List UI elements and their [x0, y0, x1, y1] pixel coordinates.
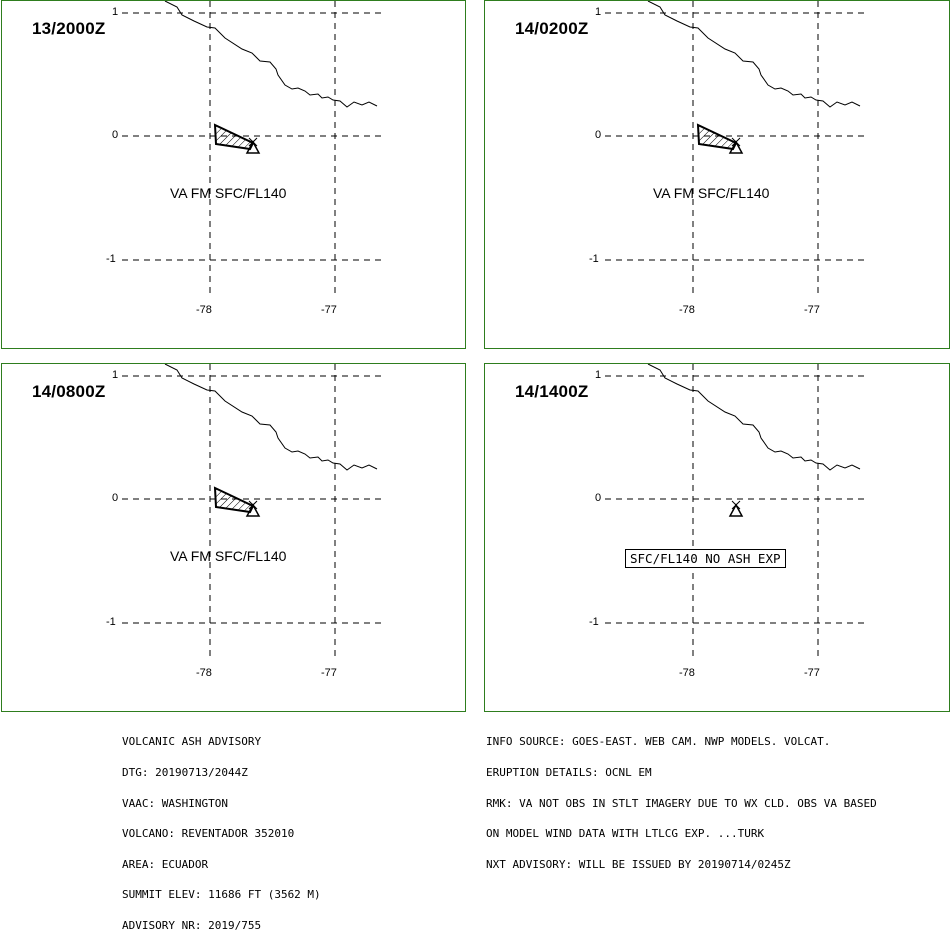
- advisory-line: AREA: ECUADOR: [122, 857, 209, 871]
- forecast-panel-4: 14/1400Z 1 0 -1 -78 -77 SFC/FL140 NO ASH…: [484, 363, 950, 712]
- advisory-line: RMK: VA NOT OBS IN STLT IMAGERY DUE TO W…: [486, 796, 877, 810]
- lon-tick-label: -77: [804, 667, 820, 679]
- advisory-remarks: INFO SOURCE: GOES-EAST. WEB CAM. NWP MOD…: [486, 717, 877, 880]
- ash-cloud-polygon: [213, 486, 255, 514]
- lat-tick-label: -1: [106, 253, 116, 265]
- lon-tick-label: -78: [196, 304, 212, 316]
- map-canvas: [122, 1, 384, 293]
- coastline: [647, 1, 861, 108]
- lat-tick-label: 0: [112, 492, 119, 504]
- lon-tick-label: -77: [804, 304, 820, 316]
- lat-tick-label: 0: [595, 492, 602, 504]
- ash-layer-label: VA FM SFC/FL140: [653, 185, 770, 201]
- advisory-line: ON MODEL WIND DATA WITH LTLCG EXP. ...TU…: [486, 827, 765, 841]
- map-canvas: [122, 364, 384, 656]
- volcano-icon: [245, 500, 261, 517]
- advisory-line: SUMMIT ELEV: 11686 FT (3562 M): [122, 888, 321, 902]
- lon-tick-label: -78: [679, 667, 695, 679]
- lat-tick-label: -1: [106, 616, 116, 628]
- advisory-line: INFO SOURCE: GOES-EAST. WEB CAM. NWP MOD…: [486, 735, 831, 749]
- lat-tick-label: 1: [112, 6, 119, 18]
- forecast-panel-3: 14/0800Z 1 0 -1 -78 -77 VA FM SFC/FL140: [1, 363, 466, 712]
- ash-layer-label: VA FM SFC/FL140: [170, 185, 287, 201]
- forecast-time: 14/0200Z: [515, 19, 589, 38]
- lon-tick-label: -77: [321, 667, 337, 679]
- lat-tick-label: 0: [595, 129, 602, 141]
- forecast-panel-1: 13/2000Z 1 0 -1 -78 -77 VA FM SFC/FL140: [1, 0, 466, 349]
- map-canvas: [605, 1, 867, 293]
- forecast-time: 14/0800Z: [32, 382, 106, 401]
- volcano-icon: [728, 500, 744, 517]
- lat-tick-label: 1: [595, 369, 602, 381]
- advisory-line: VOLCANIC ASH ADVISORY: [122, 735, 262, 749]
- advisory-line: ERUPTION DETAILS: OCNL EM: [486, 766, 652, 780]
- ash-cloud-polygon: [213, 123, 255, 151]
- volcano-icon: [245, 137, 261, 154]
- advisory-line: NXT ADVISORY: WILL BE ISSUED BY 20190714…: [486, 857, 791, 871]
- advisory-line: VAAC: WASHINGTON: [122, 796, 228, 810]
- advisory-line: DTG: 20190713/2044Z: [122, 766, 248, 780]
- lat-tick-label: 1: [112, 369, 119, 381]
- forecast-time: 13/2000Z: [32, 19, 106, 38]
- lon-tick-label: -78: [679, 304, 695, 316]
- ash-layer-label: VA FM SFC/FL140: [170, 548, 287, 564]
- ash-cloud-polygon: [696, 123, 738, 151]
- no-ash-label: SFC/FL140 NO ASH EXP: [625, 549, 786, 568]
- forecast-time: 14/1400Z: [515, 382, 589, 401]
- volcano-icon: [728, 137, 744, 154]
- coastline: [647, 364, 861, 471]
- lon-tick-label: -78: [196, 667, 212, 679]
- coastline: [164, 1, 378, 108]
- map-canvas: [605, 364, 867, 656]
- coastline: [164, 364, 378, 471]
- advisory-line: VOLCANO: REVENTADOR 352010: [122, 827, 295, 841]
- lat-tick-label: 0: [112, 129, 119, 141]
- lon-tick-label: -77: [321, 304, 337, 316]
- lat-tick-label: -1: [589, 616, 599, 628]
- forecast-panel-2: 14/0200Z 1 0 -1 -78 -77 VA FM SFC/FL140: [484, 0, 950, 349]
- lat-tick-label: 1: [595, 6, 602, 18]
- advisory-header: VOLCANIC ASH ADVISORY DTG: 20190713/2044…: [122, 717, 321, 941]
- lat-tick-label: -1: [589, 253, 599, 265]
- advisory-line: ADVISORY NR: 2019/755: [122, 919, 262, 933]
